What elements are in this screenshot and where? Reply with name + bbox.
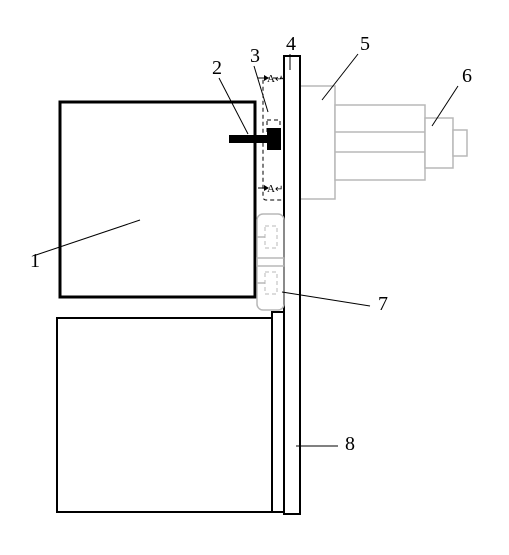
lower-cabinet: [57, 318, 272, 512]
label-6: 6: [462, 65, 472, 87]
section-label-a-bottom: A: [267, 183, 275, 195]
label-3: 3: [250, 45, 260, 67]
label-2: 2: [212, 57, 222, 79]
label-4: 4: [286, 33, 296, 55]
inner-step: [272, 312, 284, 512]
return-glyph: ↵: [275, 74, 283, 85]
return-glyph: ↵: [275, 184, 283, 195]
label-7: 7: [378, 293, 388, 315]
lower-bracket: [257, 214, 284, 310]
section-label-a-top: A: [267, 73, 275, 85]
motor-assembly: [300, 86, 467, 199]
leader-line: [322, 54, 358, 100]
label-1: 1: [30, 250, 40, 272]
label-5: 5: [360, 33, 370, 55]
label-8: 8: [345, 433, 355, 455]
vertical-wall: [284, 56, 300, 514]
upper-cabinet: [60, 102, 255, 297]
